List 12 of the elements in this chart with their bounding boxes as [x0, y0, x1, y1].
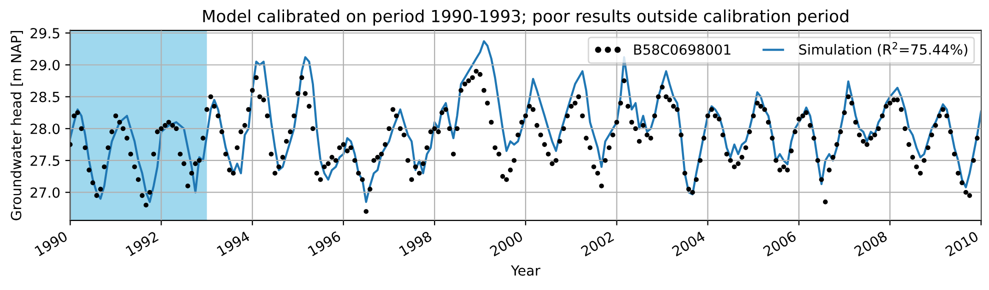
chart-title: Model calibrated on period 1990-1993; poor results outside calibration period [203, 9, 848, 26]
y-tick-label: 27.5 [30, 155, 60, 166]
y-axis-title: Groundwater head [m NAP] [10, 31, 23, 220]
y-tick-label: 28.0 [30, 124, 60, 134]
y-tick-label: 29.5 [30, 28, 60, 38]
line-series [70, 40, 982, 203]
legend-label: B58C0698001 [634, 44, 730, 55]
y-tick-label: 27.0 [30, 187, 60, 198]
x-axis-title: Year [510, 265, 540, 276]
y-tick-label: 28.5 [30, 92, 60, 102]
legend-label: Simulation (R$^{2}$=75.44%) [799, 42, 968, 56]
y-tick-label: 29.0 [30, 60, 60, 70]
